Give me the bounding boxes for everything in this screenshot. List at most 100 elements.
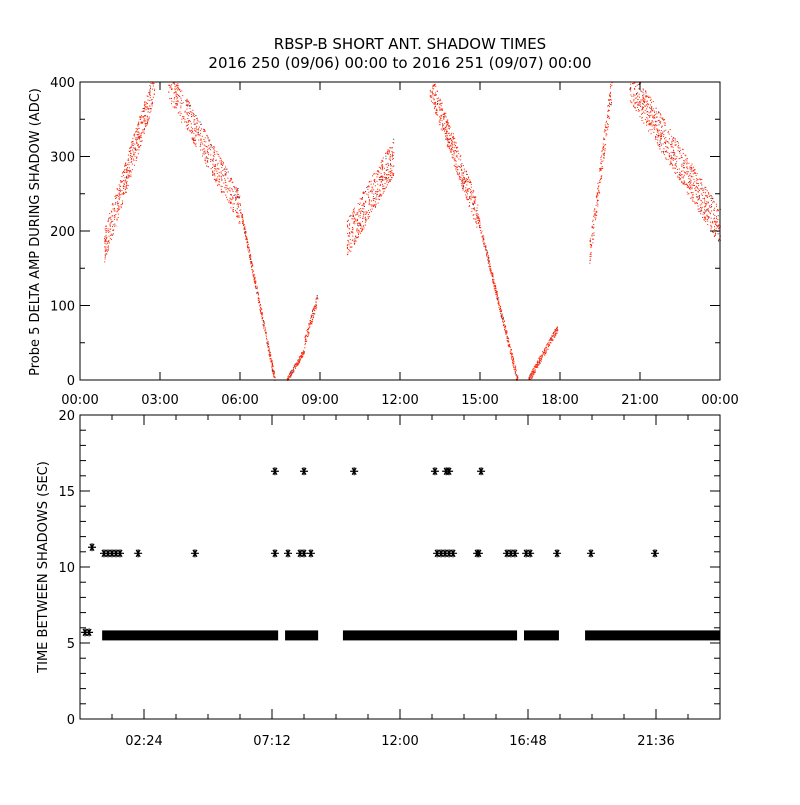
data-point: [123, 183, 125, 185]
data-point: [604, 130, 606, 132]
data-point: [504, 327, 506, 329]
data-point: [607, 114, 609, 116]
data-point: [184, 118, 186, 120]
data-point: [367, 188, 369, 190]
data-point: [657, 143, 659, 145]
data-point: [450, 148, 452, 149]
data-point: [368, 204, 370, 206]
data-point: [245, 234, 246, 236]
data-point: [509, 343, 511, 345]
data-point: [513, 359, 514, 361]
data-point: [106, 230, 108, 232]
data-point: [435, 112, 436, 114]
data-point: [105, 240, 107, 242]
data-point: [125, 165, 127, 166]
data-point: [204, 150, 206, 152]
data-point: [692, 173, 694, 175]
data-point: [463, 177, 465, 178]
data-point: [476, 207, 478, 209]
data-point: [348, 244, 350, 246]
data-point: [269, 349, 270, 351]
data-point: [359, 231, 361, 233]
data-point: [604, 139, 606, 140]
data-point: [716, 221, 718, 223]
data-point: [452, 150, 454, 152]
data-point: [356, 222, 358, 224]
data-point: [641, 106, 643, 108]
data-point: [471, 197, 473, 198]
data-point: [701, 184, 703, 186]
data-point: [373, 179, 375, 181]
data-point: [190, 113, 192, 115]
data-point: [502, 318, 504, 319]
data-point: [388, 165, 390, 167]
data-point: [690, 185, 692, 187]
data-point: [448, 139, 449, 140]
data-point: [204, 145, 206, 147]
data-point: [175, 107, 177, 109]
data-point: [347, 244, 349, 246]
data-point: [190, 111, 192, 113]
data-point: [662, 132, 663, 134]
data-point: [698, 208, 700, 210]
data-point: [654, 117, 655, 118]
data-point: [636, 97, 638, 99]
data-point: [133, 147, 135, 149]
data-point: [642, 100, 644, 102]
data-point: [645, 95, 647, 97]
data-point: [308, 323, 310, 325]
data-point: [460, 159, 462, 161]
data-point: [674, 167, 676, 169]
data-point: [703, 206, 705, 208]
dense-data-band: [524, 630, 559, 641]
data-point: [443, 113, 445, 115]
data-point: [378, 177, 380, 178]
data-point: [480, 232, 482, 234]
data-point: [692, 169, 694, 171]
data-point: [175, 103, 177, 104]
data-point: [710, 213, 711, 215]
y-tick-label: 20: [58, 409, 75, 424]
data-point: [707, 202, 709, 204]
data-point: [695, 189, 697, 191]
data-point: [709, 205, 711, 207]
data-point: [658, 112, 660, 114]
data-point: [600, 159, 602, 161]
data-point: [503, 324, 505, 326]
data-point: [540, 359, 542, 361]
data-point: [502, 321, 503, 323]
data-point: [107, 243, 109, 245]
data-point: [462, 185, 464, 187]
data-point: [142, 129, 144, 131]
data-point: [346, 248, 348, 250]
data-point: [537, 362, 538, 364]
data-point: [110, 219, 112, 221]
data-point: [551, 339, 552, 341]
data-point: [382, 176, 384, 178]
data-point: [179, 89, 181, 90]
data-point: [650, 122, 652, 124]
data-point: [608, 99, 610, 101]
data-point: [142, 131, 144, 133]
data-point: [542, 351, 544, 353]
data-point: [464, 170, 466, 172]
data-point: [237, 216, 238, 218]
data-point: [126, 187, 128, 189]
data-point: [653, 124, 655, 126]
data-point: [380, 175, 382, 177]
data-point: [187, 124, 189, 125]
data-point: [241, 221, 243, 223]
data-point: [499, 308, 501, 310]
data-point: [382, 183, 383, 185]
data-point: [471, 193, 473, 195]
data-point: [694, 189, 696, 191]
data-point: [465, 180, 467, 181]
data-point: [671, 135, 673, 137]
data-point: [696, 196, 698, 198]
data-point: [181, 90, 183, 92]
data-point: [712, 222, 714, 224]
data-point: [460, 183, 462, 185]
data-point: [316, 297, 317, 299]
data-point: [356, 212, 358, 214]
